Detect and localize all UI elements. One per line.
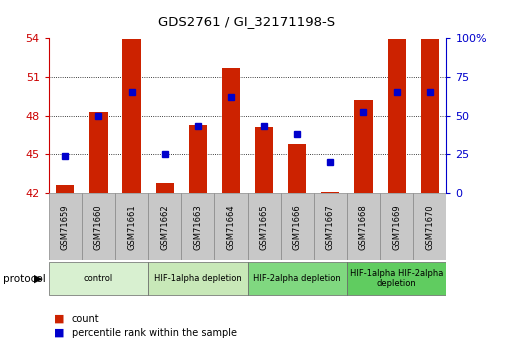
Text: GDS2761 / GI_32171198-S: GDS2761 / GI_32171198-S — [157, 16, 335, 29]
Bar — [354, 100, 372, 193]
Bar — [189, 125, 207, 193]
Text: GSM71666: GSM71666 — [293, 204, 302, 250]
Bar — [181, 193, 214, 260]
Text: GSM71663: GSM71663 — [193, 204, 202, 250]
Text: protocol: protocol — [3, 274, 45, 284]
Bar — [82, 193, 115, 260]
Bar — [288, 144, 306, 193]
Bar — [281, 193, 314, 260]
Bar — [314, 193, 347, 260]
Bar — [321, 192, 340, 193]
Text: HIF-1alpha depletion: HIF-1alpha depletion — [154, 274, 242, 283]
Text: GSM71661: GSM71661 — [127, 204, 136, 250]
Text: GSM71669: GSM71669 — [392, 204, 401, 250]
Bar — [56, 186, 74, 193]
Text: GSM71665: GSM71665 — [260, 204, 269, 250]
Bar — [155, 183, 174, 193]
Text: GSM71668: GSM71668 — [359, 204, 368, 250]
Text: percentile rank within the sample: percentile rank within the sample — [72, 328, 237, 338]
Text: GSM71659: GSM71659 — [61, 204, 70, 249]
Bar — [89, 112, 108, 193]
Bar — [49, 262, 148, 295]
Bar — [115, 193, 148, 260]
Bar — [49, 193, 82, 260]
Bar — [380, 193, 413, 260]
Bar — [255, 127, 273, 193]
Text: ■: ■ — [54, 328, 64, 338]
Text: GSM71664: GSM71664 — [226, 204, 235, 250]
Bar — [222, 68, 240, 193]
Text: count: count — [72, 314, 100, 324]
Text: HIF-2alpha depletion: HIF-2alpha depletion — [253, 274, 341, 283]
Bar — [421, 39, 439, 193]
Text: ■: ■ — [54, 314, 64, 324]
Text: ▶: ▶ — [34, 274, 43, 284]
Bar — [347, 262, 446, 295]
Bar — [148, 193, 181, 260]
Bar — [148, 262, 247, 295]
Text: GSM71660: GSM71660 — [94, 204, 103, 250]
Bar — [413, 193, 446, 260]
Text: GSM71662: GSM71662 — [160, 204, 169, 250]
Text: HIF-1alpha HIF-2alpha
depletion: HIF-1alpha HIF-2alpha depletion — [350, 269, 443, 288]
Bar — [214, 193, 247, 260]
Bar — [247, 262, 347, 295]
Text: GSM71667: GSM71667 — [326, 204, 335, 250]
Bar — [247, 193, 281, 260]
Text: GSM71670: GSM71670 — [425, 204, 434, 250]
Bar — [387, 39, 406, 193]
Bar — [347, 193, 380, 260]
Bar — [123, 39, 141, 193]
Text: control: control — [84, 274, 113, 283]
